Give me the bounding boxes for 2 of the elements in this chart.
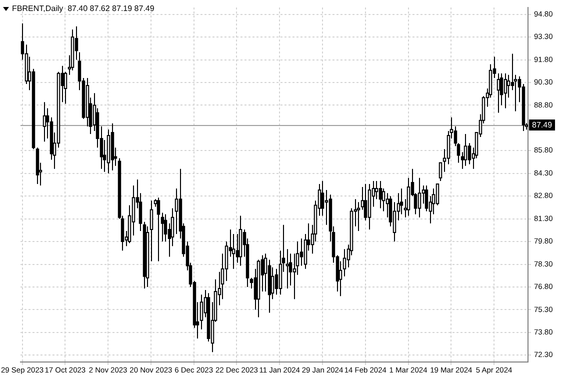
chart-title: FBRENT,Daily 87.40 87.62 87.19 87.49 xyxy=(12,4,154,13)
ref-line-label: 87.49 xyxy=(532,120,553,130)
